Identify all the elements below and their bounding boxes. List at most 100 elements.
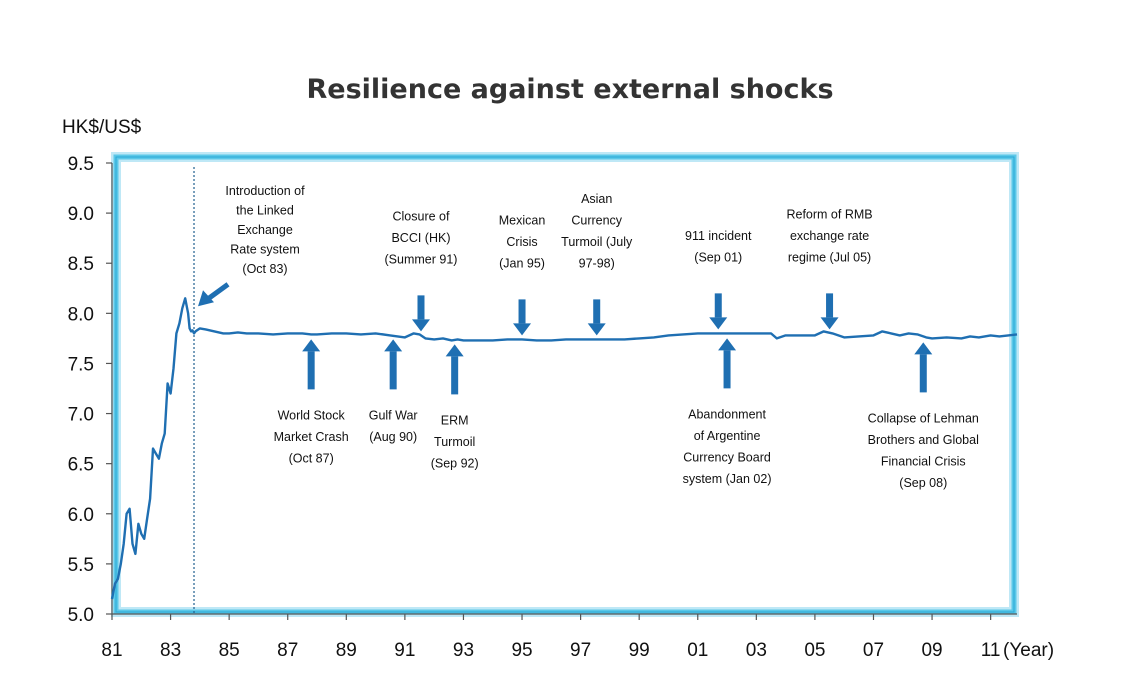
annotation-text: Crisis — [506, 235, 537, 249]
annotation-text: Gulf War — [369, 408, 418, 422]
arrow-head — [198, 290, 215, 307]
annotation-text: BCCI (HK) — [391, 231, 450, 245]
annotation-text: Asian — [581, 192, 612, 206]
annotation-text: Exchange — [237, 223, 293, 237]
arrow-head — [302, 339, 321, 352]
arrow-head — [820, 317, 839, 330]
annotation-text: (Oct 87) — [289, 451, 334, 465]
annotations: Introduction of the Linked Exchange Rate sy… — [198, 184, 979, 490]
annotation-text: Collapse of Lehman — [868, 411, 979, 425]
annotation-text: system (Jan 02) — [683, 472, 772, 486]
annotation-crash87: World Stock Market Crash (Oct 87) — [274, 339, 349, 465]
x-tick-label: 83 — [160, 640, 181, 661]
annotation-text: Abandonment — [688, 407, 766, 421]
arrow-head — [411, 319, 430, 332]
y-axis-label: HK$/US$ — [62, 117, 142, 138]
x-tick-label: 11 — [981, 640, 1001, 661]
plot-frame — [111, 152, 1019, 617]
x-tick-label: 81 — [101, 640, 122, 661]
annotation-text: 911 incident — [685, 229, 752, 243]
annotation-text: Turmoil — [434, 435, 475, 449]
arrow-head — [513, 323, 532, 336]
arrow-head — [445, 344, 464, 357]
arrow-shaft — [389, 351, 397, 390]
x-axis-label: (Year) — [1003, 640, 1054, 661]
annotation-text: World Stock — [278, 408, 346, 422]
annotation-text: (Jan 95) — [499, 256, 545, 270]
annotation-text: Market Crash — [274, 430, 349, 444]
annotation-text: exchange rate — [790, 229, 869, 243]
y-tick-label: 5.5 — [68, 555, 94, 576]
annotation-argentine: Abandonment of Argentine Currency Board sys… — [683, 338, 772, 486]
arrow-shaft — [451, 356, 459, 395]
annotation-text: 97-98) — [579, 256, 615, 270]
annotation-text: (Sep 01) — [694, 250, 742, 264]
annotation-text: Financial Crisis — [881, 454, 966, 468]
y-tick-label: 9.5 — [68, 154, 94, 175]
arrow-shaft — [723, 350, 731, 389]
y-tick-label: 7.0 — [68, 405, 94, 426]
annotation-text: (Sep 92) — [431, 456, 479, 470]
x-tick-label: 95 — [511, 640, 532, 661]
annotation-gulfwar: Gulf War (Aug 90) — [369, 339, 418, 444]
arrow-shaft — [307, 351, 315, 390]
annotation-text: Brothers and Global — [868, 433, 979, 447]
x-tick-labels: 81 83 85 87 89 91 93 95 97 99 01 03 05 07 09 11 — [101, 614, 1001, 661]
annotation-text: Reform of RMB — [786, 207, 872, 221]
y-tick-label: 6.5 — [68, 455, 94, 476]
arrow-shaft — [518, 299, 526, 324]
annotation-text: Currency — [571, 213, 622, 227]
arrow-head — [709, 317, 728, 330]
x-tick-label: 85 — [219, 640, 240, 661]
x-tick-label: 87 — [277, 640, 298, 661]
arrow-shaft — [417, 295, 425, 320]
exchange-rate-line — [110, 297, 1018, 600]
annotation-text: Turmoil (July — [561, 235, 633, 249]
annotation-text: ERM — [441, 413, 469, 427]
annotation-text: (Sep 08) — [899, 476, 947, 490]
annotation-asian: Asian Currency Turmoil (July 97-98) — [561, 192, 633, 336]
frame-inner — [115, 156, 1015, 613]
series-group — [110, 297, 1018, 600]
y-tick-label: 7.5 — [68, 354, 94, 375]
annotation-text: Rate system — [230, 243, 299, 257]
x-tick-label: 01 — [687, 640, 708, 661]
x-tick-label: 99 — [629, 640, 650, 661]
annotation-text: the Linked — [236, 204, 294, 218]
annotation-text: of Argentine — [694, 429, 761, 443]
arrow-shaft — [826, 293, 834, 318]
annotation-rmb: Reform of RMB exchange rate regime (Jul 05… — [786, 207, 873, 330]
annotation-bcci: Closure of BCCI (HK) (Summer 91) — [385, 209, 457, 332]
x-tick-label: 91 — [394, 640, 415, 661]
annotation-text: Closure of — [392, 209, 449, 223]
x-tick-label: 93 — [453, 640, 474, 661]
x-tick-label: 07 — [863, 640, 884, 661]
arrow-head — [914, 342, 933, 355]
annotation-text: Introduction of — [225, 184, 305, 198]
y-tick-label: 8.5 — [68, 254, 94, 275]
annotation-text: (Oct 83) — [242, 262, 287, 276]
annotation-text: regime (Jul 05) — [788, 250, 871, 264]
arrow-shaft — [714, 293, 722, 318]
arrow-head — [718, 338, 737, 351]
y-tick-label: 9.0 — [68, 204, 94, 225]
annotation-mexican: Mexican Crisis (Jan 95) — [499, 213, 546, 336]
y-tick-label: 8.0 — [68, 304, 94, 325]
annotation-sep11: 911 incident (Sep 01) — [685, 229, 752, 330]
x-tick-label: 03 — [746, 640, 767, 661]
annotation-text: Mexican — [499, 213, 546, 227]
y-tick-label: 5.0 — [68, 605, 94, 626]
chart-title: Resilience against external shocks — [306, 74, 833, 105]
axes — [111, 163, 1017, 615]
arrow-head — [384, 339, 403, 352]
x-tick-label: 09 — [921, 640, 942, 661]
x-tick-label: 89 — [336, 640, 357, 661]
annotation-linked-rate: Introduction of the Linked Exchange Rate sy… — [198, 184, 305, 307]
y-tick-label: 6.0 — [68, 505, 94, 526]
arrow-shaft — [593, 299, 601, 324]
x-tick-label: 05 — [804, 640, 825, 661]
annotation-erm: ERM Turmoil (Sep 92) — [431, 344, 479, 470]
arrow-head — [587, 323, 606, 336]
annotation-text: Currency Board — [683, 450, 771, 464]
